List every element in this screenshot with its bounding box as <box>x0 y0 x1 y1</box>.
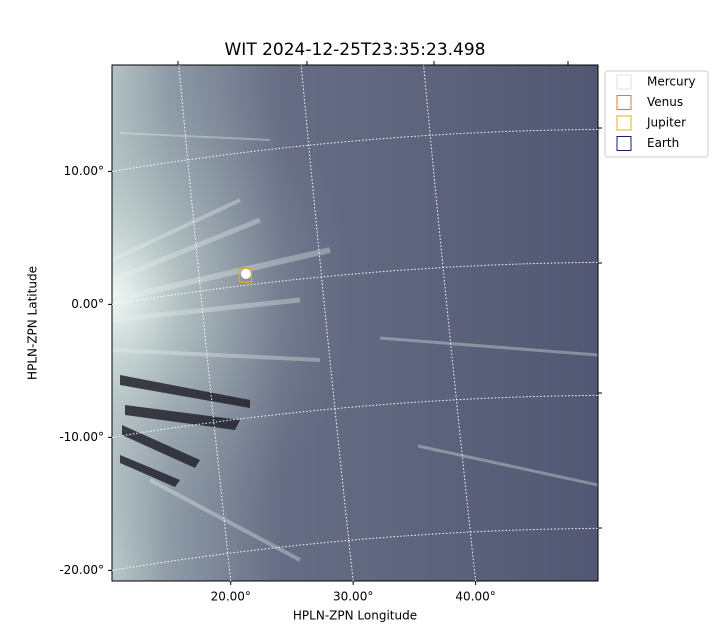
grid-line <box>112 527 598 571</box>
legend-label: Earth <box>647 136 679 150</box>
legend-swatch <box>616 95 632 110</box>
legend-swatch <box>616 136 632 151</box>
grid-line <box>112 128 598 172</box>
top-ticks <box>177 61 602 529</box>
legend: Mercury Venus Jupiter Earth <box>604 70 709 158</box>
x-tick-label: 40.00° <box>455 590 495 604</box>
x-tick-label: 30.00° <box>333 590 373 604</box>
chart-title: WIT 2024-12-25T23:35:23.498 <box>225 40 486 60</box>
grid-line <box>112 261 598 305</box>
x-axis-label: HPLN-ZPN Longitude <box>293 609 417 623</box>
y-tick-label: -10.00° <box>59 430 104 444</box>
y-tick-label: 0.00° <box>71 297 104 311</box>
x-tick-label: 20.00° <box>211 590 251 604</box>
legend-label: Jupiter <box>646 116 686 130</box>
planet-marker <box>238 267 253 283</box>
grid <box>112 65 598 581</box>
grid-line <box>112 394 598 438</box>
y-tick-label: -20.00° <box>59 563 104 577</box>
grid-line <box>300 65 354 581</box>
image <box>112 65 598 581</box>
y-axis-label: HPLN-ZPN Latitude <box>26 266 40 380</box>
grid-line <box>423 65 477 581</box>
legend-swatch <box>616 115 632 131</box>
y-tick-label: 10.00° <box>64 164 104 178</box>
axes-frame <box>111 64 599 582</box>
legend-label: Mercury <box>647 75 696 89</box>
legend-swatch <box>616 74 632 90</box>
grid-line <box>178 65 232 581</box>
legend-label: Venus <box>647 95 683 109</box>
